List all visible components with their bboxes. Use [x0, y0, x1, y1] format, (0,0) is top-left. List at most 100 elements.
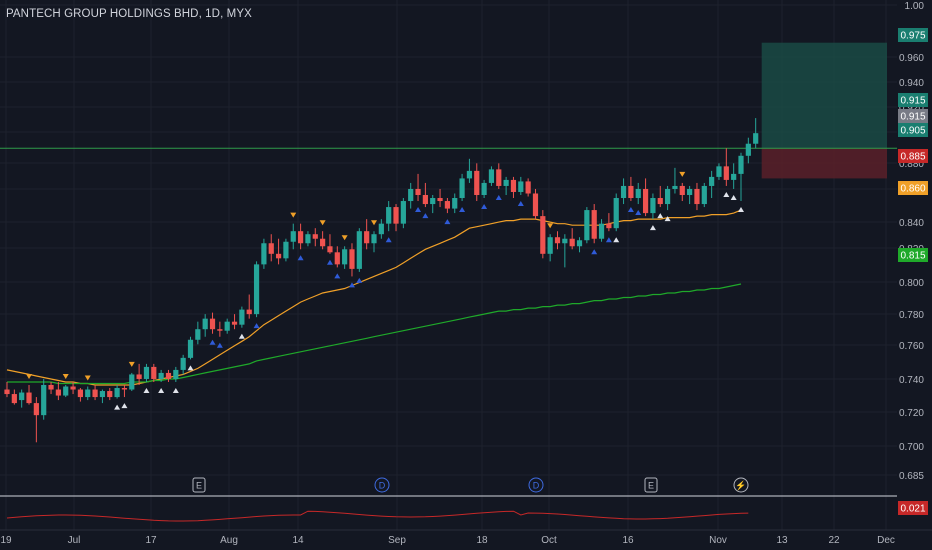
candle-body[interactable]: [41, 385, 47, 416]
candle-body[interactable]: [554, 237, 561, 244]
candle-body[interactable]: [99, 391, 106, 398]
candle-body[interactable]: [275, 253, 282, 259]
candle-body[interactable]: [386, 207, 392, 224]
candle-body[interactable]: [283, 241, 289, 259]
candle-body[interactable]: [430, 198, 436, 205]
candle-body[interactable]: [26, 392, 32, 404]
candle-body[interactable]: [679, 185, 685, 195]
candle-body[interactable]: [745, 143, 751, 156]
candle-body[interactable]: [136, 374, 142, 379]
candle-body[interactable]: [687, 188, 693, 195]
earnings-event-marker[interactable]: [192, 477, 206, 493]
candle-body[interactable]: [261, 243, 267, 265]
candle-body[interactable]: [151, 366, 157, 379]
candle-body[interactable]: [320, 238, 326, 247]
candle-body[interactable]: [224, 321, 230, 331]
candle-body[interactable]: [246, 309, 252, 315]
earnings-event-marker[interactable]: [644, 477, 658, 493]
candle-body[interactable]: [474, 170, 480, 195]
candle-body[interactable]: [606, 223, 612, 229]
candle-body[interactable]: [503, 179, 509, 186]
candle-body[interactable]: [334, 252, 340, 265]
candle-body[interactable]: [364, 231, 370, 244]
candle-body[interactable]: [19, 392, 25, 401]
candle-body[interactable]: [642, 188, 649, 214]
candle-body[interactable]: [173, 369, 179, 379]
candle-body[interactable]: [701, 185, 707, 205]
candle-body[interactable]: [547, 237, 553, 254]
candle-body[interactable]: [753, 133, 759, 144]
candle-body[interactable]: [290, 231, 296, 242]
split-event-marker[interactable]: [733, 477, 749, 493]
candle-body[interactable]: [569, 238, 575, 247]
candle-body[interactable]: [158, 372, 164, 379]
candle-body[interactable]: [33, 403, 39, 416]
candle-body[interactable]: [371, 234, 377, 244]
candle-body[interactable]: [4, 389, 10, 395]
candle-body[interactable]: [510, 179, 517, 192]
candle-body[interactable]: [312, 234, 318, 239]
candle-body[interactable]: [85, 389, 91, 398]
candle-body[interactable]: [77, 389, 83, 398]
candle-body[interactable]: [180, 357, 186, 370]
candle-body[interactable]: [657, 198, 663, 205]
candle-body[interactable]: [415, 188, 421, 195]
candle-body[interactable]: [723, 166, 729, 180]
candle-body[interactable]: [92, 389, 98, 398]
candle-body[interactable]: [576, 240, 583, 247]
candle-body[interactable]: [496, 169, 502, 186]
candle-body[interactable]: [459, 178, 465, 199]
candle-body[interactable]: [239, 309, 245, 325]
candle-body[interactable]: [55, 389, 61, 396]
candle-body[interactable]: [11, 394, 17, 404]
candle-body[interactable]: [620, 185, 627, 199]
candle-body[interactable]: [327, 246, 333, 253]
candle-body[interactable]: [466, 170, 473, 179]
candle-body[interactable]: [217, 329, 223, 331]
candle-body[interactable]: [562, 238, 568, 244]
candle-body[interactable]: [268, 243, 274, 254]
candle-body[interactable]: [121, 388, 128, 390]
candle-body[interactable]: [598, 223, 605, 239]
candle-body[interactable]: [635, 188, 641, 199]
candle-body[interactable]: [613, 198, 619, 229]
candle-body[interactable]: [298, 231, 304, 244]
dividend-event-marker[interactable]: [374, 477, 390, 493]
candle-body[interactable]: [187, 339, 194, 358]
candle-body[interactable]: [349, 249, 355, 269]
candle-body[interactable]: [525, 181, 531, 194]
candle-body[interactable]: [452, 198, 458, 209]
candle-body[interactable]: [48, 385, 54, 390]
candle-body[interactable]: [628, 185, 634, 199]
candle-body[interactable]: [481, 182, 487, 195]
candle-body[interactable]: [63, 386, 69, 396]
candle-body[interactable]: [209, 318, 216, 330]
dividend-event-marker[interactable]: [528, 477, 544, 493]
candle-body[interactable]: [114, 388, 120, 398]
candle-body[interactable]: [70, 386, 76, 390]
candle-body[interactable]: [694, 188, 700, 205]
candle-body[interactable]: [422, 195, 428, 205]
candle-body[interactable]: [731, 173, 737, 180]
candle-body[interactable]: [393, 207, 399, 224]
candle-body[interactable]: [518, 181, 524, 192]
candle-body[interactable]: [356, 231, 362, 269]
candle-body[interactable]: [709, 176, 715, 186]
candle-body[interactable]: [231, 321, 238, 325]
candle-body[interactable]: [738, 155, 744, 174]
candle-body[interactable]: [143, 366, 150, 379]
candle-body[interactable]: [650, 198, 656, 214]
candle-body[interactable]: [437, 198, 443, 202]
stop-zone[interactable]: [761, 148, 887, 179]
candle-body[interactable]: [202, 318, 208, 330]
candle-body[interactable]: [672, 185, 678, 189]
candle-body[interactable]: [305, 234, 311, 244]
candle-body[interactable]: [488, 169, 495, 183]
candle-body[interactable]: [253, 264, 260, 315]
target-zone[interactable]: [761, 42, 887, 149]
candle-body[interactable]: [591, 210, 597, 239]
candle-body[interactable]: [107, 391, 113, 398]
candle-body[interactable]: [195, 329, 201, 340]
candle-body[interactable]: [342, 249, 348, 265]
